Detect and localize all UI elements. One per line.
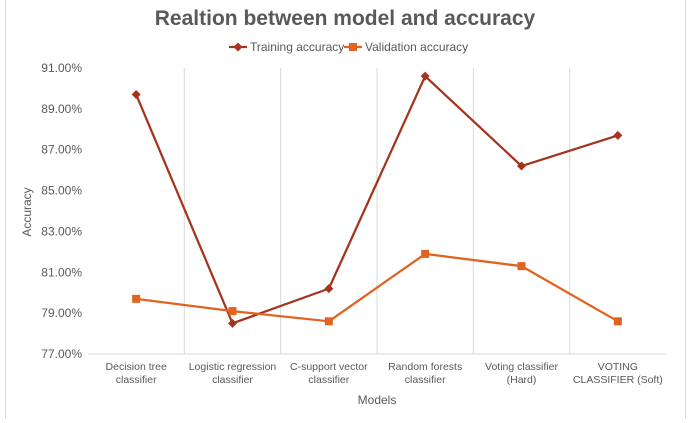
y-tick-label: 83.00%: [41, 224, 82, 238]
x-tick-label: Voting classifier: [485, 361, 558, 373]
data-point: [228, 318, 237, 328]
series-line: [136, 252, 619, 323]
series-line: [135, 75, 619, 325]
x-tick-label: (Hard): [507, 374, 537, 386]
data-point: [228, 307, 237, 316]
legend-marker: [233, 42, 243, 52]
x-tick-label: Random forests: [388, 361, 462, 373]
y-tick-label: 91.00%: [41, 61, 82, 75]
data-point: [613, 130, 623, 140]
data-point: [132, 294, 141, 303]
y-tick-label: 81.00%: [41, 265, 82, 279]
x-tick-label: classifier: [212, 374, 253, 386]
legend: Training accuracy Validation accuracy: [229, 40, 468, 54]
legend-label: Validation accuracy: [365, 40, 468, 54]
data-point: [324, 317, 333, 326]
legend-marker: [349, 43, 357, 51]
series-lines: [135, 75, 619, 325]
data-point: [421, 249, 430, 258]
x-tick-label: classifier: [116, 374, 157, 386]
x-tick-label: VOTING: [598, 361, 638, 373]
y-axis-ticks: 77.00% 79.00% 81.00% 83.00% 85.00% 87.00% 89.0…: [41, 61, 82, 361]
y-axis-title: Accuracy: [20, 187, 34, 236]
data-point: [324, 284, 334, 294]
data-point: [517, 262, 526, 271]
x-tick-label: classifier: [308, 374, 349, 386]
x-tick-label: C-support vector: [290, 361, 368, 373]
data-point: [131, 90, 141, 100]
legend-label: Training accuracy: [250, 40, 344, 54]
y-tick-label: 87.00%: [41, 143, 82, 157]
series-markers: [131, 71, 623, 328]
data-point: [517, 161, 526, 171]
data-point: [420, 71, 430, 81]
x-tick-label: Decision tree: [106, 361, 167, 373]
chart-title: Realtion between model and accuracy: [155, 7, 536, 30]
y-tick-label: 77.00%: [41, 347, 82, 361]
data-point: [613, 317, 622, 326]
x-tick-label: CLASSIFIER (Soft): [573, 374, 663, 386]
x-tick-label: Logistic regression: [189, 361, 277, 373]
x-axis-title: Models: [358, 393, 397, 407]
y-tick-label: 89.00%: [41, 102, 82, 116]
x-tick-label: classifier: [405, 374, 446, 386]
chart-frame: [5, 0, 686, 419]
y-tick-label: 85.00%: [41, 184, 82, 198]
y-tick-label: 79.00%: [41, 306, 82, 320]
